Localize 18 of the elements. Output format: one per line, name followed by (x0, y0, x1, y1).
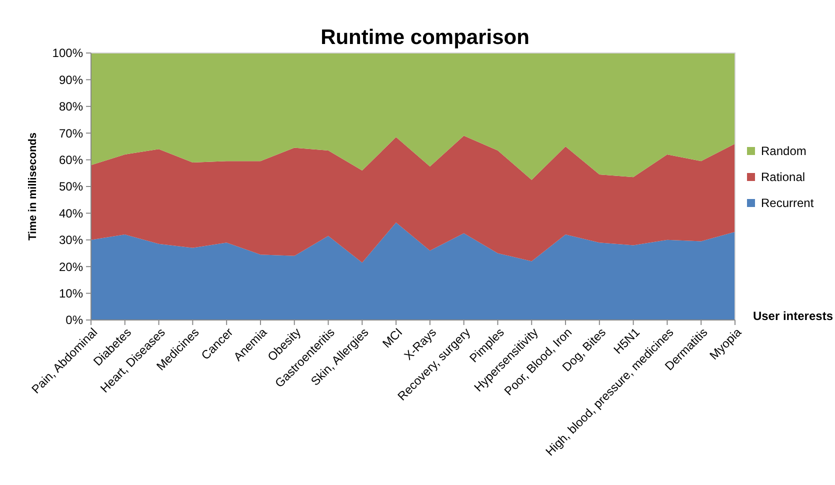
y-tick-label: 60% (58, 153, 84, 167)
y-tick-label: 70% (58, 126, 84, 140)
x-tick-label: MCI (380, 325, 406, 351)
y-tick-label: 10% (58, 286, 84, 300)
y-tick-label: 20% (58, 260, 84, 274)
y-tick-label: 40% (58, 206, 84, 220)
y-tick-label: 0% (66, 313, 84, 328)
legend-label: Random (761, 144, 806, 158)
chart-title: Runtime comparison (320, 26, 530, 49)
y-tick-label: 90% (58, 72, 84, 87)
x-axis-title: User interests (752, 309, 834, 323)
y-tick-label: 50% (58, 180, 84, 194)
y-tick-label: 30% (58, 233, 84, 248)
y-tick-label: 100% (52, 46, 84, 60)
legend-label: Rational (761, 170, 806, 184)
legend-label: Recurrent (761, 196, 814, 210)
y-axis-title: Time in milliseconds (27, 132, 39, 240)
y-tick-label: 80% (58, 100, 84, 114)
